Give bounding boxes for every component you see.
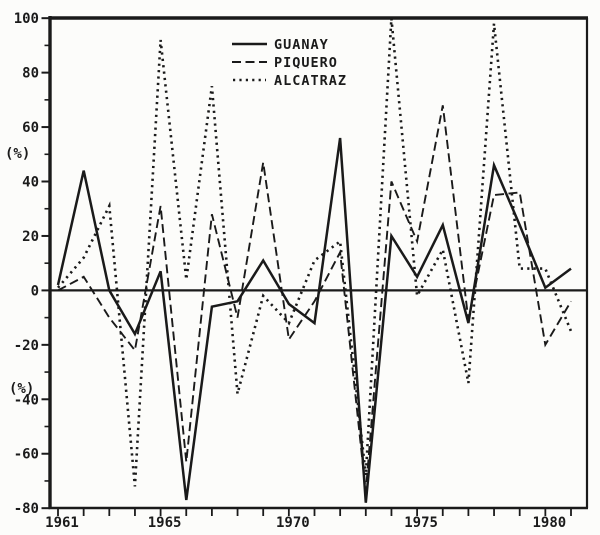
y-tick-label: 60	[22, 120, 39, 136]
y-tick-label: -60	[14, 447, 39, 463]
y-tick-label: -40	[14, 392, 39, 408]
x-tick-label: 1980	[532, 515, 566, 531]
y-tick-label: -20	[14, 338, 39, 354]
y-tick-label: 0	[31, 283, 39, 299]
x-tick-label: 1965	[148, 515, 182, 531]
y-axis-unit-upper: (%)	[5, 146, 30, 162]
y-axis-labels: 100 80 60 40 20 0 -20 -40 -60 -80	[14, 11, 39, 517]
x-axis-ticks	[57, 508, 572, 516]
y-axis-ticks	[41, 17, 50, 510]
legend: GUANAY PIQUERO ALCATRAZ	[232, 37, 347, 89]
y-axis-unit-lower: (%)	[9, 381, 34, 397]
x-tick-label: 1970	[276, 515, 310, 531]
y-tick-label: 100	[14, 11, 39, 27]
x-tick-label: 1961	[45, 515, 79, 531]
y-tick-label: 20	[22, 229, 39, 245]
x-axis-labels: 1961 1965 1970 1975 1980	[45, 515, 566, 531]
y-tick-label: -80	[14, 501, 39, 517]
y-tick-label: 40	[22, 175, 39, 191]
guanay-line	[56, 137, 572, 503]
legend-label-piquero: PIQUERO	[274, 55, 338, 71]
legend-label-guanay: GUANAY	[274, 37, 329, 53]
piquero-line	[57, 105, 572, 492]
y-tick-label: 80	[22, 66, 39, 82]
series-lines	[56, 18, 573, 503]
x-tick-label: 1975	[404, 515, 438, 531]
legend-label-alcatraz: ALCATRAZ	[274, 73, 347, 89]
